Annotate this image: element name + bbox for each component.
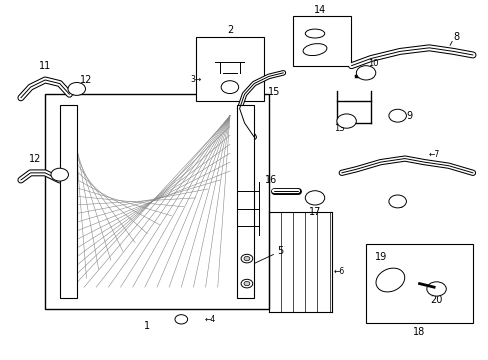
Circle shape (356, 66, 375, 80)
Bar (366, 244, 472, 323)
Bar (237, 105, 254, 298)
Text: 9: 9 (406, 111, 412, 121)
Text: 13: 13 (333, 124, 344, 133)
Text: 18: 18 (412, 327, 425, 337)
Circle shape (241, 254, 252, 263)
Text: 5: 5 (276, 247, 283, 256)
Text: 19: 19 (374, 252, 386, 262)
Text: 12: 12 (80, 75, 92, 85)
Bar (45, 94, 268, 309)
Text: 8: 8 (452, 32, 458, 42)
Circle shape (175, 315, 187, 324)
Bar (60, 105, 77, 298)
Text: 9: 9 (396, 200, 402, 210)
Text: 15: 15 (267, 87, 279, 98)
Circle shape (426, 282, 446, 296)
Circle shape (244, 282, 249, 286)
Circle shape (241, 279, 252, 288)
Text: 2: 2 (226, 25, 233, 35)
Text: ←7: ←7 (427, 150, 439, 159)
Circle shape (244, 256, 249, 261)
Circle shape (221, 81, 238, 94)
Circle shape (51, 168, 68, 181)
Ellipse shape (303, 44, 326, 55)
Text: 14: 14 (313, 5, 325, 15)
Text: 3→: 3→ (190, 76, 201, 85)
Circle shape (305, 191, 324, 205)
Text: 20: 20 (429, 295, 442, 305)
Text: 11: 11 (39, 61, 51, 71)
Ellipse shape (305, 29, 324, 38)
Text: 12: 12 (29, 154, 41, 163)
Bar (292, 16, 351, 66)
Text: ←6: ←6 (333, 267, 344, 276)
Text: 10: 10 (367, 59, 378, 68)
Bar (196, 37, 264, 102)
Text: ←4: ←4 (204, 315, 216, 324)
Ellipse shape (375, 268, 404, 292)
Text: 17: 17 (308, 207, 321, 217)
Text: 1: 1 (144, 321, 150, 332)
Circle shape (336, 114, 356, 128)
Text: 16: 16 (264, 175, 277, 185)
Circle shape (68, 82, 85, 95)
Circle shape (388, 195, 406, 208)
Circle shape (388, 109, 406, 122)
